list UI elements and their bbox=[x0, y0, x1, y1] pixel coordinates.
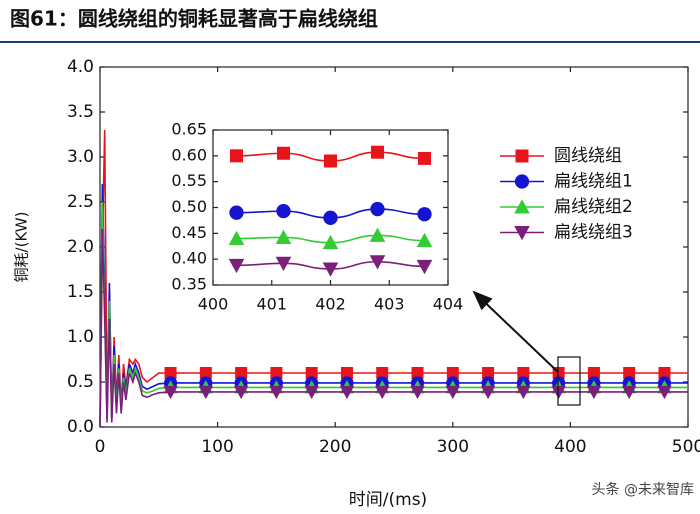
x-tick-label: 400 bbox=[198, 295, 229, 314]
marker bbox=[233, 385, 249, 400]
marker bbox=[322, 234, 339, 250]
marker bbox=[446, 367, 459, 379]
marker bbox=[516, 385, 531, 400]
y-tick-label: 0.45 bbox=[171, 223, 207, 242]
marker bbox=[376, 367, 389, 379]
legend-label: 扁线绕组3 bbox=[554, 223, 633, 243]
zoom-box bbox=[557, 356, 581, 406]
marker bbox=[339, 385, 355, 400]
marker bbox=[275, 229, 292, 244]
x-tick-label: 500 bbox=[672, 437, 700, 457]
y-tick-label: 1.5 bbox=[67, 282, 94, 302]
x-tick-label: 404 bbox=[433, 295, 464, 314]
y-tick-label: 2.5 bbox=[67, 192, 94, 212]
marker bbox=[587, 367, 600, 379]
marker bbox=[622, 385, 637, 400]
marker bbox=[416, 259, 433, 275]
watermark: 头条 @未来智库 bbox=[592, 481, 694, 498]
marker bbox=[228, 258, 245, 274]
marker bbox=[322, 262, 339, 277]
marker bbox=[586, 385, 602, 400]
y-tick-label: 0.55 bbox=[171, 171, 207, 190]
y-tick-label: 2.0 bbox=[67, 237, 94, 257]
legend-label: 扁线绕组2 bbox=[554, 197, 633, 217]
marker bbox=[370, 201, 385, 217]
y-tick-label: 3.0 bbox=[67, 147, 94, 167]
inset-plot: 0.35 0.40 0.45 0.50 0.55 0.60 0.65 400 401 402 403… bbox=[171, 120, 463, 314]
marker bbox=[658, 367, 671, 379]
marker bbox=[340, 367, 353, 379]
marker bbox=[229, 205, 244, 220]
y-tick-label: 3.5 bbox=[67, 102, 94, 122]
marker bbox=[164, 367, 177, 379]
marker bbox=[269, 385, 284, 400]
zoom-arrow bbox=[472, 290, 559, 373]
marker bbox=[517, 367, 530, 379]
marker bbox=[270, 367, 283, 379]
legend-label: 扁线绕组1 bbox=[554, 172, 633, 192]
marker bbox=[418, 151, 431, 165]
marker bbox=[198, 385, 214, 400]
y-tick-label: 0.40 bbox=[171, 249, 207, 268]
marker bbox=[304, 385, 319, 400]
marker bbox=[324, 154, 337, 168]
marker bbox=[323, 210, 338, 225]
marker bbox=[235, 367, 248, 379]
y-tick-label: 1.0 bbox=[67, 327, 94, 347]
marker bbox=[276, 203, 291, 219]
x-tick-label: 400 bbox=[554, 437, 586, 457]
y-tick-label: 0.60 bbox=[171, 145, 207, 164]
marker bbox=[275, 256, 292, 272]
marker bbox=[199, 367, 212, 379]
x-axis-label: 时间/(ms) bbox=[349, 490, 427, 510]
marker bbox=[623, 367, 636, 379]
x-tick-label: 300 bbox=[437, 437, 469, 457]
y-tick-label: 4.0 bbox=[67, 57, 94, 77]
x-tick-label: 403 bbox=[374, 295, 405, 314]
x-tick-label: 200 bbox=[319, 437, 351, 457]
marker bbox=[514, 199, 530, 214]
marker bbox=[375, 385, 390, 400]
marker bbox=[230, 149, 243, 163]
x-tick-label: 100 bbox=[201, 437, 233, 457]
chart-title: 图61：圆线绕组的铜耗显著高于扁线绕组 bbox=[10, 7, 378, 31]
marker bbox=[480, 385, 496, 400]
x-tick-label: 0 bbox=[95, 437, 106, 457]
y-tick-label: 0.50 bbox=[171, 197, 207, 216]
marker bbox=[657, 385, 672, 400]
marker bbox=[514, 226, 530, 241]
marker bbox=[163, 385, 178, 400]
marker bbox=[277, 146, 290, 160]
plot-area bbox=[212, 129, 449, 286]
marker bbox=[305, 367, 318, 379]
marker bbox=[551, 385, 566, 400]
y-tick-label: 0.35 bbox=[171, 275, 207, 294]
marker bbox=[514, 174, 530, 189]
marker bbox=[445, 385, 460, 400]
legend-label: 圆线绕组 bbox=[554, 146, 622, 166]
y-axis-label: 铜耗/(KW) bbox=[13, 212, 31, 283]
marker bbox=[371, 145, 384, 159]
marker bbox=[482, 367, 495, 379]
y-tick-label: 0.5 bbox=[67, 372, 94, 392]
x-tick-label: 401 bbox=[256, 295, 287, 314]
y-tick-label: 0.65 bbox=[171, 120, 207, 139]
marker bbox=[416, 232, 433, 248]
marker bbox=[369, 255, 386, 270]
x-tick-label: 402 bbox=[315, 295, 346, 314]
marker bbox=[417, 207, 432, 222]
main-plot: 0.0 0.5 1.0 1.5 2.0 2.5 3.0 3.5 4.0 0 100 200 300 400… bbox=[67, 57, 700, 457]
marker bbox=[515, 149, 529, 163]
marker bbox=[410, 385, 425, 400]
marker bbox=[411, 367, 424, 379]
y-tick-label: 0.0 bbox=[67, 417, 94, 437]
marker bbox=[228, 230, 245, 245]
marker bbox=[369, 227, 386, 242]
